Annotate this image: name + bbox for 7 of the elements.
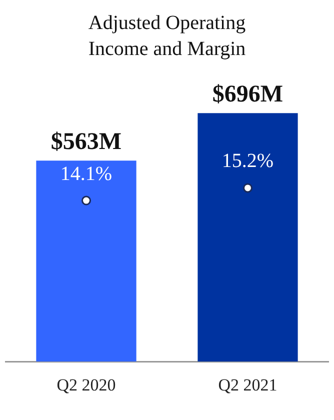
data-label: $563M xyxy=(50,128,122,155)
chart-title: Adjusted Operating Income and Margin xyxy=(87,11,247,62)
x-tick-label: Q2 2020 xyxy=(56,375,116,394)
x-tick-label: Q2 2021 xyxy=(218,375,278,394)
data-label: $696M xyxy=(212,81,284,108)
data-label: 15.2% xyxy=(222,150,274,172)
data-label: 14.1% xyxy=(60,162,112,185)
